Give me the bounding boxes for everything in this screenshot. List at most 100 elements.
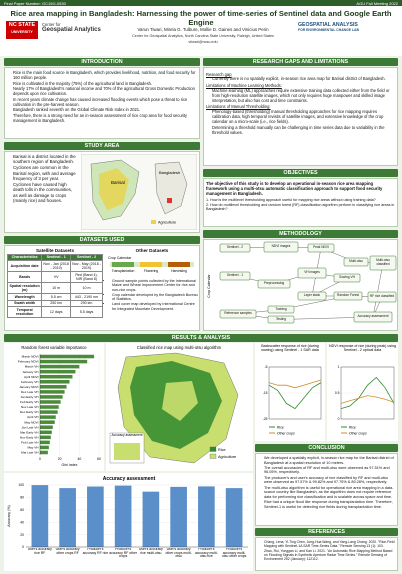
node-label-box: Multi-otsu classified <box>376 259 390 266</box>
methodology-body: Sentinel - 2 NDVI images Peak NDVI Multi-ot… <box>203 239 398 331</box>
section-heading: CONCLUSION <box>255 444 398 452</box>
series-line <box>340 395 395 404</box>
node-label-box: Layer stack <box>303 293 321 298</box>
table-cell: 12 days <box>41 306 72 319</box>
title-band <box>0 6 402 56</box>
node-label: VH images <box>304 270 320 275</box>
plot-frame <box>340 366 395 420</box>
bullet: Determining a threshold manually can be … <box>212 125 395 135</box>
logo-text: Center for <box>42 22 61 27</box>
section-heading: DATASETS USED <box>4 236 200 244</box>
sub-heading: Research gap <box>206 71 232 77</box>
table-row: Acquisition date Nov - Jan (2018 - 2019) N… <box>6 260 103 273</box>
y-tick-label: Jan Late VH <box>21 425 38 429</box>
node-label-box: NDVI images <box>271 244 291 249</box>
paper-number: Final Paper Number: GC15G-0530 <box>4 0 66 6</box>
section-heading: METHODOLOGY <box>203 230 398 238</box>
node-label-box: Random Forest <box>337 293 359 298</box>
node-label: Training <box>275 306 287 311</box>
inset-title: Accuracy assessment <box>111 433 143 437</box>
bullet: Bangladesh ranked seventh on the Global … <box>13 107 197 112</box>
bullet: Therefore, there is a strong need for an… <box>13 113 197 123</box>
stage-label: Harvesting <box>171 269 187 273</box>
table-row: Spatial resolution (m) 10 m 10 m <box>6 282 103 294</box>
bar <box>40 430 52 435</box>
map-rice-patch <box>162 381 198 421</box>
node-label: Multi-otsu <box>349 259 363 264</box>
node-label: Layer stack <box>303 293 321 298</box>
node-label-box: Peak NDVI <box>313 245 329 250</box>
legend-label: Agriculture <box>218 455 236 459</box>
top-strip <box>0 0 402 6</box>
bullet-list: Barisal is a district located in the sou… <box>7 154 77 204</box>
x-tick-label: Producer's accuracy RF other crops <box>109 548 137 559</box>
node-label: Random Forest <box>337 293 359 298</box>
x-tick-label-box: Producer's accuracy RF rice <box>83 548 108 555</box>
bar <box>40 364 80 369</box>
node-label-box: Preprocessing <box>264 281 284 285</box>
sub-heading: Limitations of Machine Learning Methods: <box>206 82 282 88</box>
crop-calendar: Crop Calendar Transplantation Flowering Ha… <box>108 256 194 273</box>
y-tick-label: Nov Late VH <box>21 405 39 409</box>
table-cell: Nov - Jan (2018 - 2019) <box>41 260 72 273</box>
node-label: Peak NDVI <box>313 245 329 250</box>
section-heading: INTRODUCTION <box>4 58 200 66</box>
gaec-logo: GEOSPATIAL ANALYSIS FOR ENVIRONMENTAL CH… <box>298 22 398 32</box>
bullet: Machine learning (ML) approaches require… <box>212 88 395 103</box>
y-tick-label: February VH <box>21 380 39 384</box>
bar <box>198 486 215 547</box>
question: 2. How do multilevel thresholding and ra… <box>206 202 395 212</box>
flow-node <box>353 311 393 323</box>
bar <box>40 354 95 359</box>
affiliation: Center for Geospatial Analytics, North C… <box>132 34 274 38</box>
authors: Varun Tiwari, Mirela G. Tulbure, Mollie … <box>137 27 269 32</box>
x-tick-label-box: Producer's accuracy multi-otsu rice <box>195 548 218 558</box>
flow-node <box>333 273 361 283</box>
stage-bar <box>168 261 190 267</box>
node-label: Reference samples <box>224 311 252 316</box>
x-tick-label: 40 <box>77 457 81 461</box>
legend-label: Other crops <box>277 431 295 435</box>
node-label-box: Training <box>275 306 287 311</box>
bullet: Nearly 17% of Bangladesh's national inco… <box>13 86 197 96</box>
table-cell: 10 m <box>41 282 72 294</box>
sub-title: Other Datasets <box>135 248 169 253</box>
series-line <box>268 382 322 410</box>
flow-node <box>219 243 251 253</box>
ncsu-logo: NC STATE UNIVERSITY <box>6 21 38 39</box>
backscatter-chart: Backscatter response of rice (during sow… <box>255 343 325 441</box>
flow-arrow <box>372 262 384 318</box>
legend-swatch <box>151 220 156 224</box>
section-heading: REFERENCES <box>255 528 398 536</box>
x-tick-label-box: Producer's accuracy multi-otsu other cro… <box>222 548 246 558</box>
node-label: NDVI images <box>271 244 291 249</box>
y-tick-label: March VH <box>25 365 39 369</box>
bar <box>114 485 132 547</box>
y-tick-label: May NDVI <box>24 420 38 424</box>
bullet: Phenology-based (thresholding) manual th… <box>212 109 395 124</box>
stage-label: Transplantation <box>112 269 135 273</box>
table-cell: Red (Band 4), NIR (Band 8) <box>70 271 103 284</box>
logo-text: FOR ENVIRONMENTAL CHANGE LAB <box>298 28 359 32</box>
inset-area <box>114 443 140 460</box>
node-label-box: Sentinel - 2 <box>227 245 243 249</box>
plot-frame <box>268 366 322 420</box>
section-heading: STUDY AREA <box>4 142 200 150</box>
flow-node <box>297 267 327 279</box>
bullet: Rice had a unique flood like response du… <box>264 500 395 509</box>
flow-node <box>297 291 327 301</box>
bullet: Currently there is no spatially explicit… <box>212 76 395 81</box>
x-tick-label: User's accuracy other crops RF <box>55 548 80 555</box>
logo-text: NC STATE <box>8 22 36 28</box>
row-label: Acquisition date <box>6 260 43 273</box>
bar <box>40 385 67 389</box>
chart-title: Random forest variable importance <box>21 345 87 350</box>
chart-title: Backscatter response of rice (during sow… <box>261 344 319 353</box>
bar <box>142 491 160 547</box>
conclusion-body: We developed a spatially explicit, in-se… <box>255 453 398 526</box>
row-label: Temporal resolution <box>6 306 43 319</box>
series-line <box>268 379 322 389</box>
side-label: Crop Calendar <box>207 274 211 298</box>
